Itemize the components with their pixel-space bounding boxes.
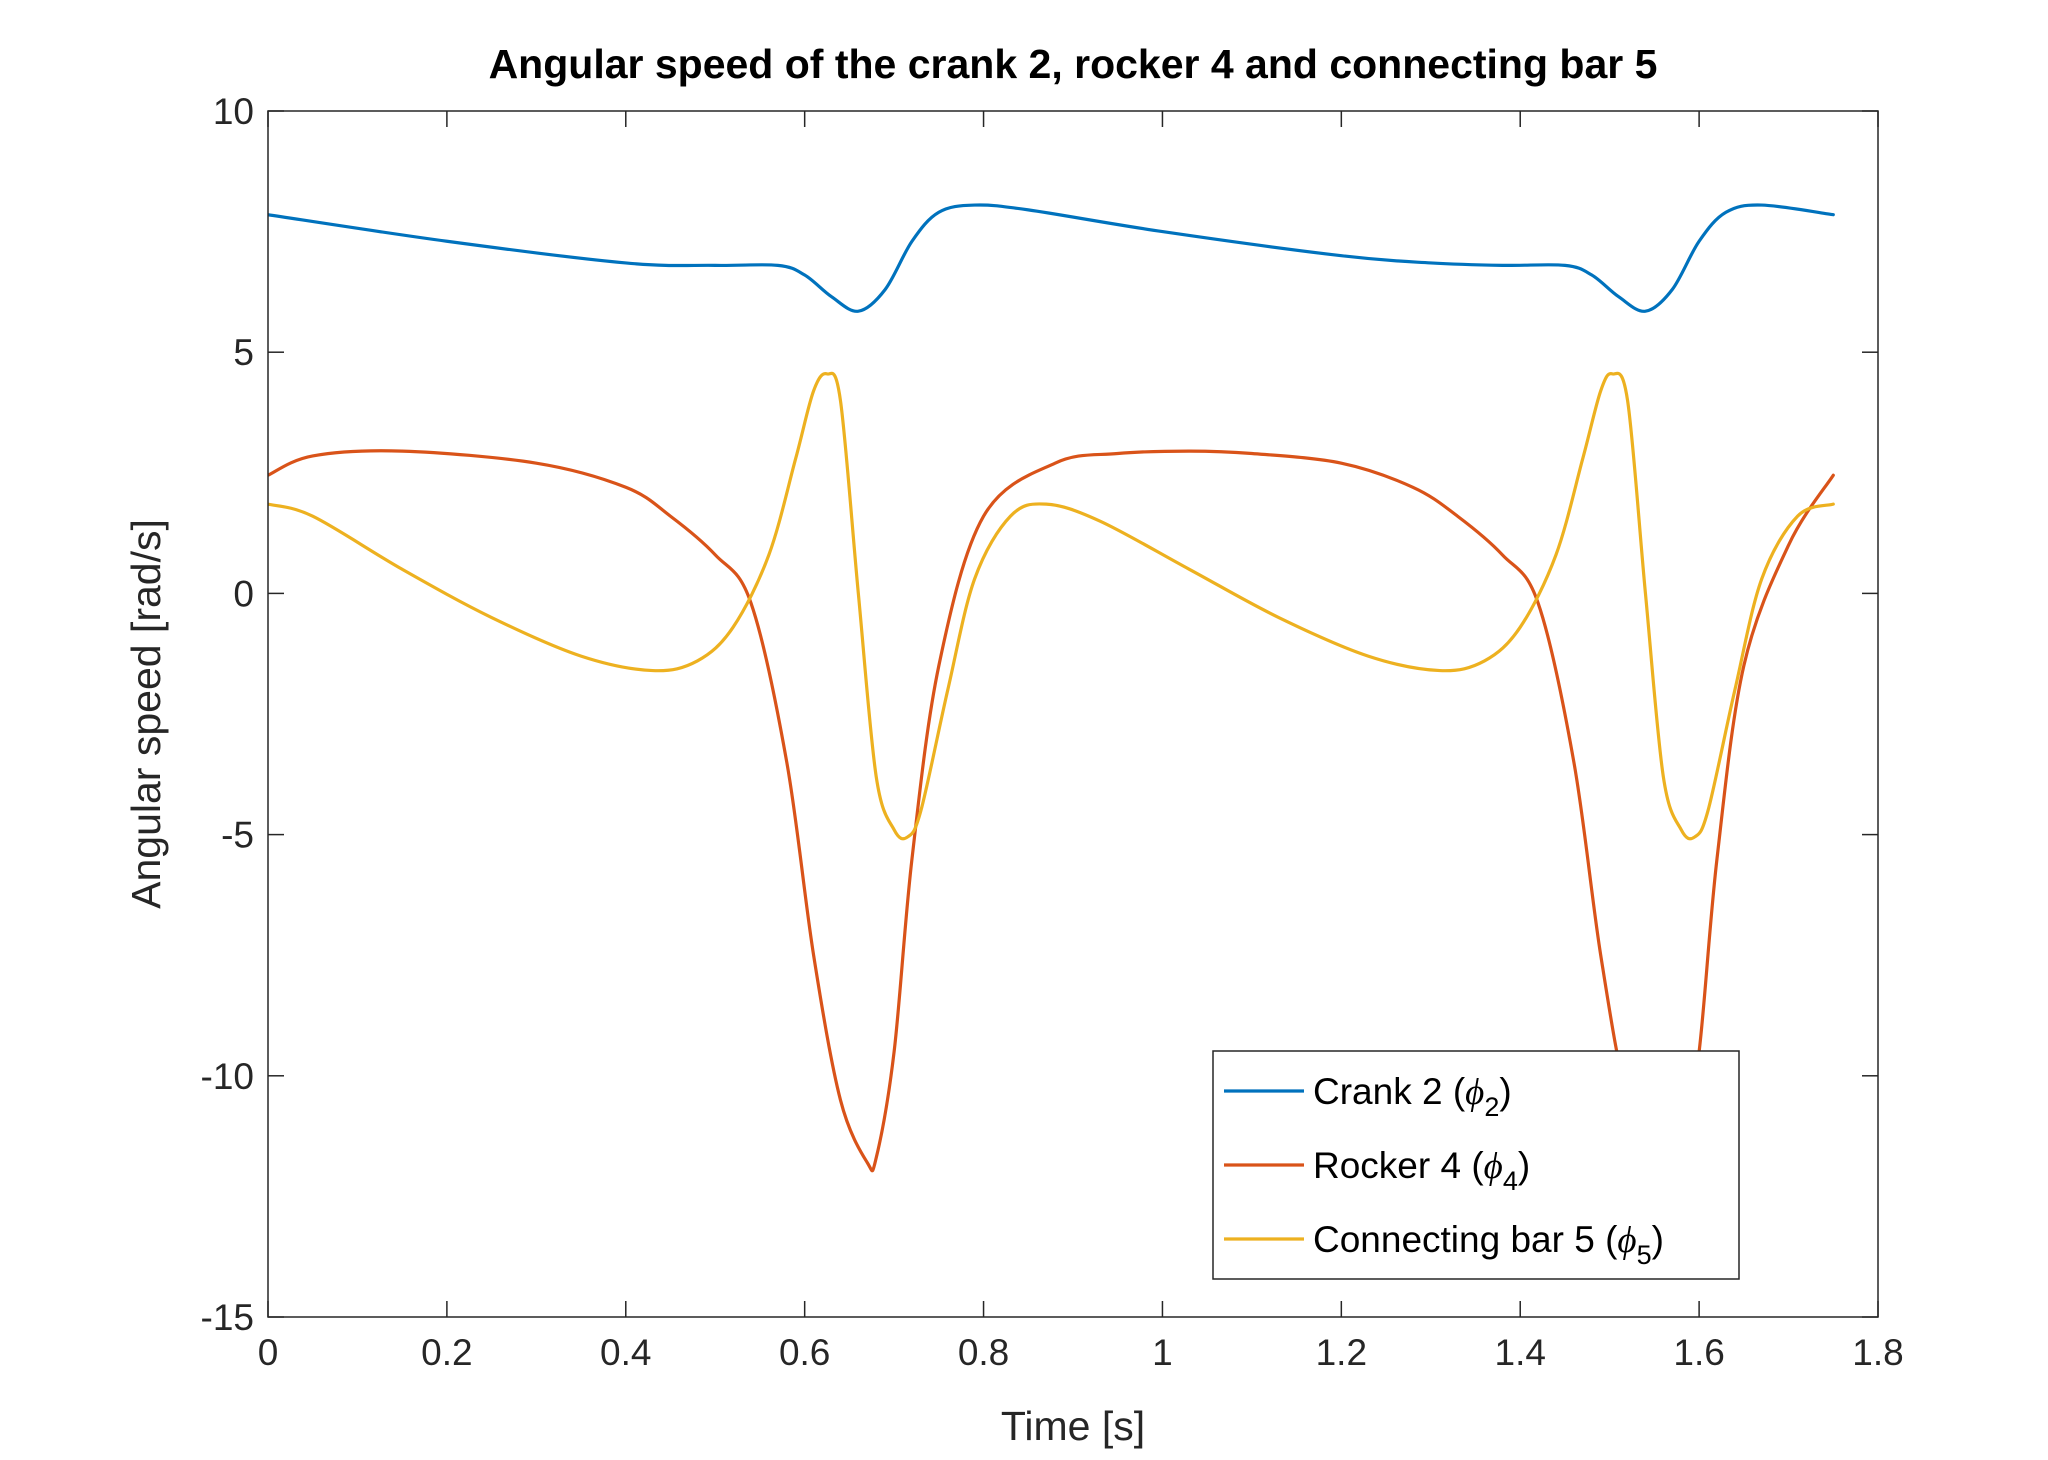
tick-layer: 0 0.2 0.4 0.6 0.8 1 1.2 1.4 1.6 1.8 10 5 0 -5 -10 -15 <box>201 91 1904 1373</box>
x-tick-label: 0.2 <box>421 1332 472 1373</box>
y-tick-label: 10 <box>213 91 254 132</box>
legend-label: Connecting bar 5 (ϕ5) <box>1313 1219 1664 1270</box>
legend-entries: Crank 2 (ϕ2) Rocker 4 (ϕ4) Connecting bar … <box>1224 1071 1664 1270</box>
x-tick-label: 1.8 <box>1852 1332 1903 1373</box>
series-line-1 <box>268 203 1835 313</box>
chart-title: Angular speed of the crank 2, rocker 4 a… <box>489 41 1658 87</box>
x-tick-label: 1.6 <box>1673 1332 1724 1373</box>
x-tick-label: 0 <box>258 1332 279 1373</box>
x-tick-label: 1.2 <box>1316 1332 1367 1373</box>
x-tick-label: 0.4 <box>600 1332 651 1373</box>
x-tick-label: 0.6 <box>779 1332 830 1373</box>
y-tick-label: 0 <box>233 573 254 614</box>
y-tick-label: -10 <box>201 1056 254 1097</box>
legend-label: Crank 2 (ϕ2) <box>1313 1071 1512 1122</box>
series-line-3 <box>268 371 1835 841</box>
y-tick-label: -5 <box>221 815 254 856</box>
axes-box <box>267 110 1879 1318</box>
legend-label: Rocker 4 (ϕ4) <box>1313 1145 1530 1196</box>
x-tick-label: 1.4 <box>1495 1332 1546 1373</box>
legend: Crank 2 (ϕ2) Rocker 4 (ϕ4) Connecting bar … <box>1212 1050 1740 1280</box>
y-axis-label: Angular speed [rad/s] <box>123 519 169 909</box>
y-tick-label: -15 <box>201 1297 254 1338</box>
x-tick-label: 0.8 <box>958 1332 1009 1373</box>
y-tick-label: 5 <box>233 332 254 373</box>
x-axis-label: Time [s] <box>1001 1403 1145 1449</box>
x-tick-label: 1 <box>1152 1332 1173 1373</box>
